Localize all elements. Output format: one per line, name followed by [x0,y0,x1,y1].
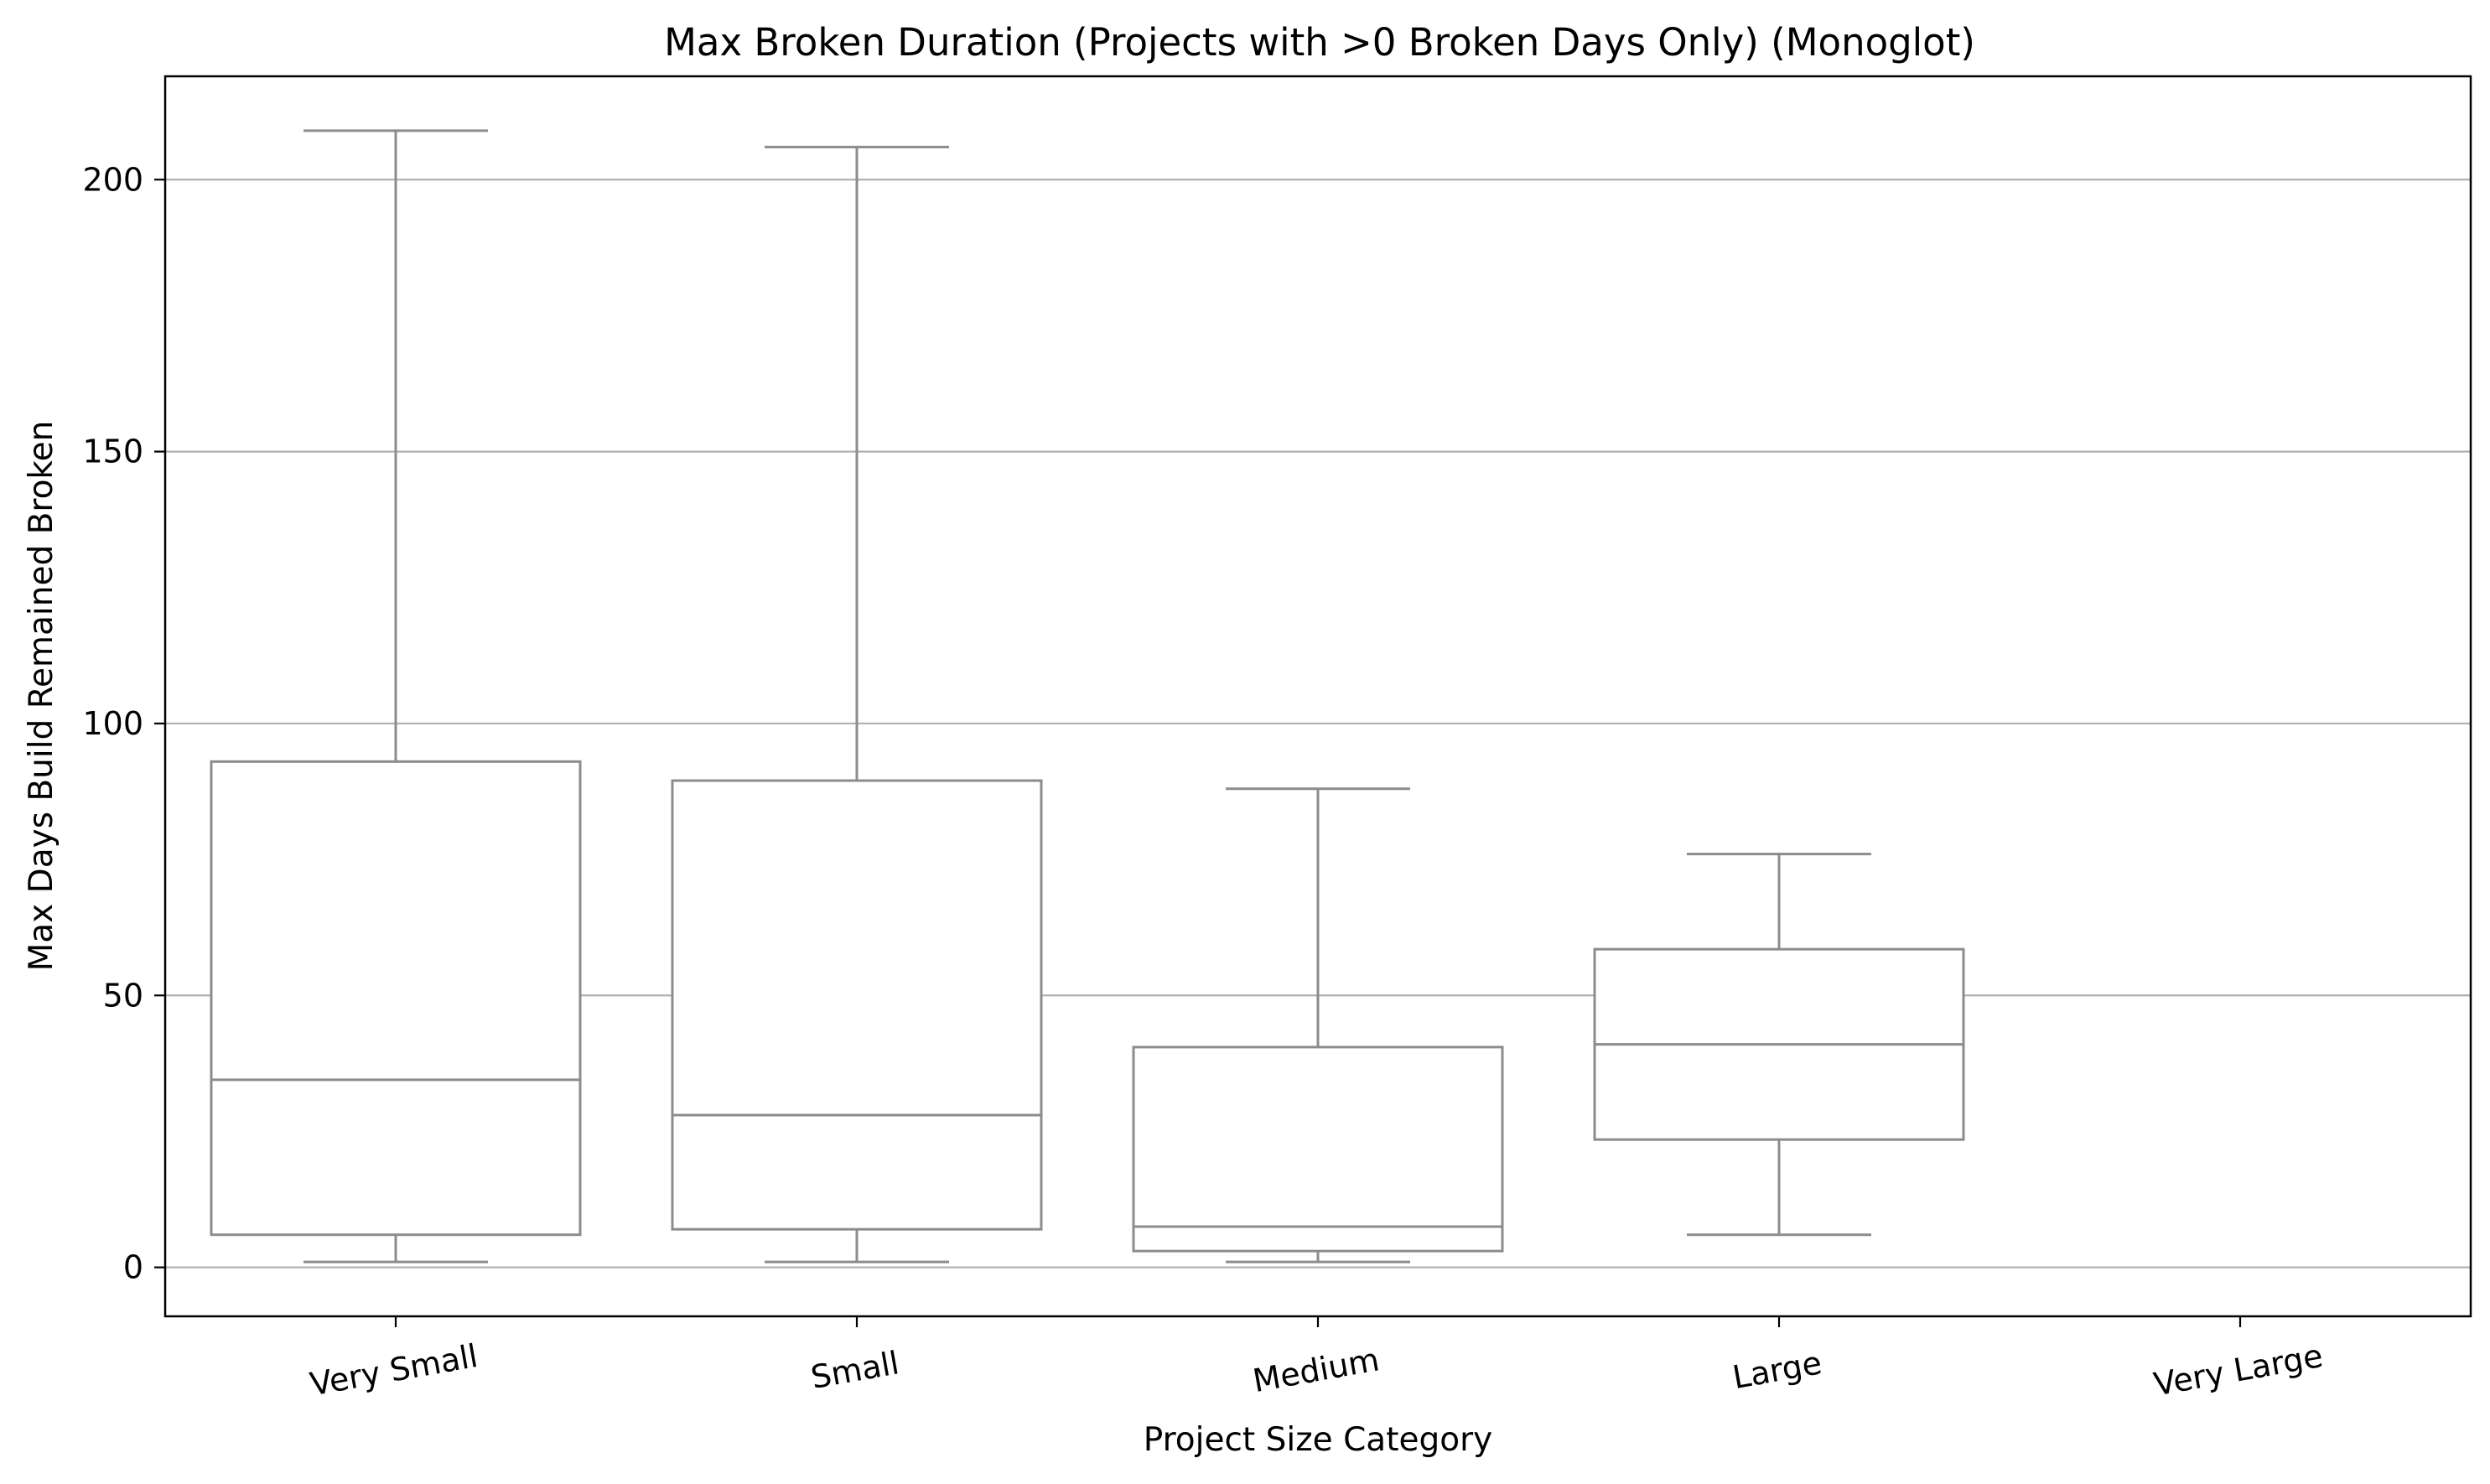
iqr-box [1132,1046,1504,1253]
box-large [1593,853,1965,1237]
x-tick-label: Very Large [2151,1337,2326,1404]
x-tick-label: Medium [1250,1341,1382,1399]
y-tick-label: 0 [123,1249,143,1286]
x-ticks: Very Small Small Medium Large Very Large [307,1316,2326,1404]
x-axis-label: Project Size Category [1144,1421,1492,1459]
chart-title: Max Broken Duration (Projects with >0 Br… [664,20,1975,65]
box-small [671,145,1043,1263]
x-tick-label: Small [808,1344,902,1396]
boxes [210,129,1965,1263]
y-tick-label: 150 [82,433,143,470]
y-ticks: 0 50 100 150 200 [82,161,165,1286]
box-medium [1132,787,1504,1263]
box-very-small [210,129,582,1263]
y-tick-label: 100 [82,705,143,742]
x-tick-label: Very Small [307,1337,480,1403]
y-tick-label: 50 [103,977,143,1014]
x-tick-label: Large [1730,1344,1824,1396]
iqr-box [671,779,1043,1231]
y-tick-label: 200 [82,161,143,198]
y-axis-label: Max Days Build Remained Broken [23,421,60,972]
iqr-box [210,760,582,1237]
